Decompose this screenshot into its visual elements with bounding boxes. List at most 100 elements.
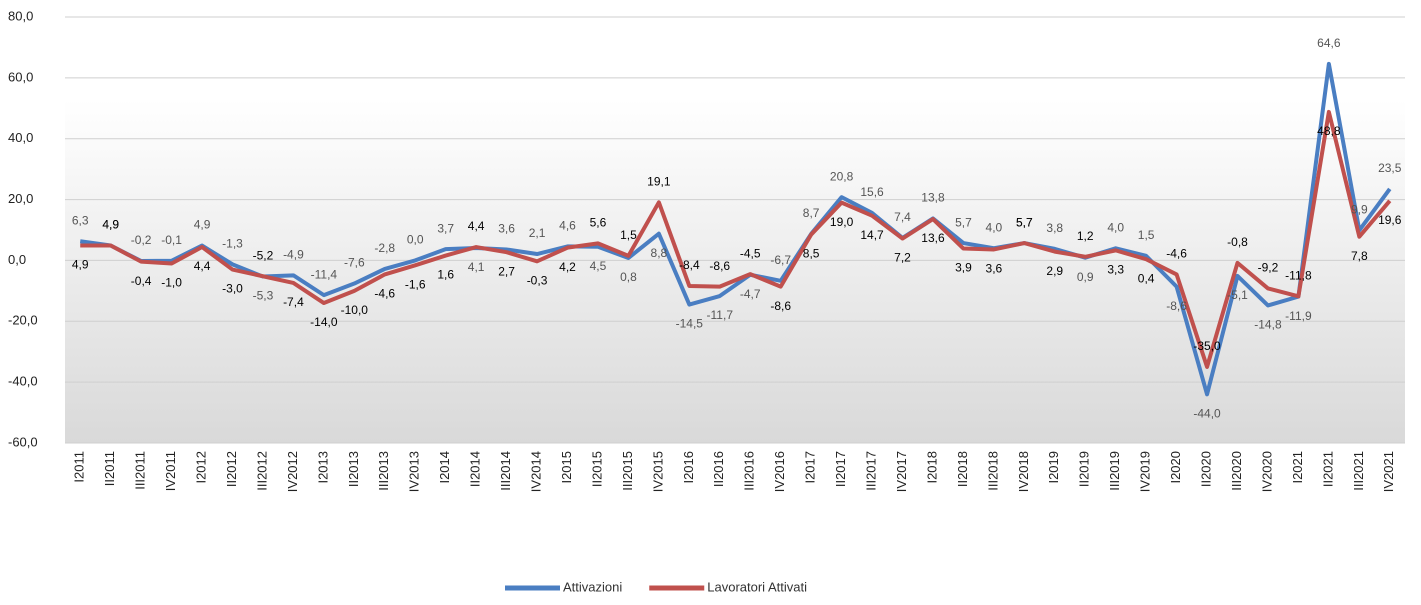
data-label: 13,6 <box>921 231 945 245</box>
x-tick-label: II2014 <box>468 451 483 487</box>
data-label: 7,2 <box>894 251 911 265</box>
data-label: 2,9 <box>1046 264 1063 278</box>
x-tick-label: II2020 <box>1198 451 1213 487</box>
data-label: -8,6 <box>770 299 791 313</box>
data-label: 8,5 <box>803 247 820 261</box>
data-label: 7,8 <box>1351 249 1368 263</box>
data-label: 4,4 <box>468 219 485 233</box>
data-label: -11,7 <box>707 308 734 322</box>
x-tick-label: III2012 <box>254 451 269 491</box>
data-label: 3,6 <box>986 262 1003 276</box>
x-tick-label: III2013 <box>376 451 391 491</box>
x-tick-label: II2017 <box>833 451 848 487</box>
legend-label: Attivazioni <box>563 579 622 594</box>
data-label: 3,7 <box>437 221 454 235</box>
data-label: 6,3 <box>72 213 89 227</box>
data-label: -1,3 <box>222 237 243 251</box>
x-tick-label: II2018 <box>955 451 970 487</box>
x-tick-label: I2013 <box>315 451 330 484</box>
data-label: 7,4 <box>894 210 911 224</box>
data-label: 4,9 <box>72 258 89 272</box>
x-tick-label: II2015 <box>589 451 604 487</box>
data-label: 4,5 <box>590 259 607 273</box>
data-label: 4,0 <box>986 220 1003 234</box>
data-label: -7,4 <box>283 295 304 309</box>
x-tick-label: I2015 <box>559 451 574 484</box>
y-tick-label: 0,0 <box>8 252 26 267</box>
y-tick-label: 80,0 <box>8 8 33 23</box>
x-tick-label: IV2021 <box>1381 451 1396 492</box>
y-tick-label: -20,0 <box>8 313 38 328</box>
data-label: 64,6 <box>1317 36 1341 50</box>
data-label: 4,1 <box>468 260 485 274</box>
data-label: 1,5 <box>620 228 637 242</box>
data-label: -4,7 <box>740 287 761 301</box>
data-label: -0,4 <box>131 274 152 288</box>
data-label: 9,9 <box>1351 202 1368 216</box>
data-label: 4,9 <box>102 218 119 232</box>
data-label: 0,0 <box>407 233 424 247</box>
data-label: 14,7 <box>860 228 884 242</box>
data-label: -8,6 <box>709 259 730 273</box>
data-label: -8,4 <box>679 258 700 272</box>
x-tick-label: I2014 <box>437 451 452 484</box>
x-tick-label: II2013 <box>346 451 361 487</box>
x-tick-label: I2012 <box>193 451 208 484</box>
data-label: 4,2 <box>559 260 576 274</box>
data-label: -44,0 <box>1193 406 1221 420</box>
data-label: 15,6 <box>860 185 884 199</box>
data-label: 4,9 <box>194 218 211 232</box>
data-label: 0,4 <box>1138 271 1155 285</box>
data-label: 4,6 <box>559 219 576 233</box>
data-label: -5,3 <box>253 289 274 303</box>
x-tick-label: III2016 <box>742 451 757 491</box>
data-label: 5,7 <box>955 215 972 229</box>
x-tick-label: I2021 <box>1290 451 1305 484</box>
data-label: -4,6 <box>1166 247 1187 261</box>
data-label: 3,8 <box>1046 221 1063 235</box>
data-label: 5,7 <box>1016 215 1033 229</box>
x-tick-label: II2021 <box>1320 451 1335 487</box>
data-label: 1,6 <box>437 268 454 282</box>
data-label: 5,7 <box>1016 215 1033 229</box>
x-tick-label: IV2020 <box>1259 451 1274 492</box>
y-tick-label: 20,0 <box>8 191 33 206</box>
x-tick-label: III2011 <box>133 451 148 490</box>
data-label: -9,2 <box>1258 261 1279 275</box>
x-tick-label: II2019 <box>1077 451 1092 487</box>
series-line <box>79 61 1392 397</box>
data-label: 1,2 <box>1077 229 1094 243</box>
x-tick-label: IV2016 <box>772 451 787 492</box>
data-label: -2,8 <box>374 241 395 255</box>
data-label: -1,6 <box>405 277 426 291</box>
data-label: -11,4 <box>311 267 338 281</box>
data-label: -14,8 <box>1254 318 1282 332</box>
data-label: -0,3 <box>527 274 548 288</box>
x-tick-label: IV2013 <box>407 451 422 492</box>
data-label: -1,0 <box>161 276 182 290</box>
data-label: -0,1 <box>161 233 182 247</box>
data-label: 8,7 <box>803 206 820 220</box>
data-label: -4,6 <box>374 287 395 301</box>
x-tick-label: IV2017 <box>894 451 909 492</box>
data-label: 4,0 <box>1107 220 1124 234</box>
data-label: 20,8 <box>830 169 854 183</box>
x-tick-label: III2015 <box>620 451 635 491</box>
data-label: 48,8 <box>1317 124 1341 138</box>
data-label: -4,9 <box>283 248 304 262</box>
data-label: 4,4 <box>194 259 211 273</box>
data-label: 19,6 <box>1378 213 1402 227</box>
x-tick-label: II2016 <box>711 451 726 487</box>
x-tick-label: IV2019 <box>1138 451 1153 492</box>
data-label: -5,1 <box>1227 288 1248 302</box>
data-label: -11,8 <box>1285 269 1312 283</box>
x-tick-label: II2012 <box>224 451 239 487</box>
data-label: 3,9 <box>955 261 972 275</box>
data-label: -7,6 <box>344 256 365 270</box>
plot-background <box>65 100 1405 443</box>
data-label: -3,0 <box>222 282 243 296</box>
y-tick-label: -60,0 <box>8 434 38 449</box>
x-tick-label: III2020 <box>1229 451 1244 491</box>
y-tick-label: 60,0 <box>8 69 33 84</box>
